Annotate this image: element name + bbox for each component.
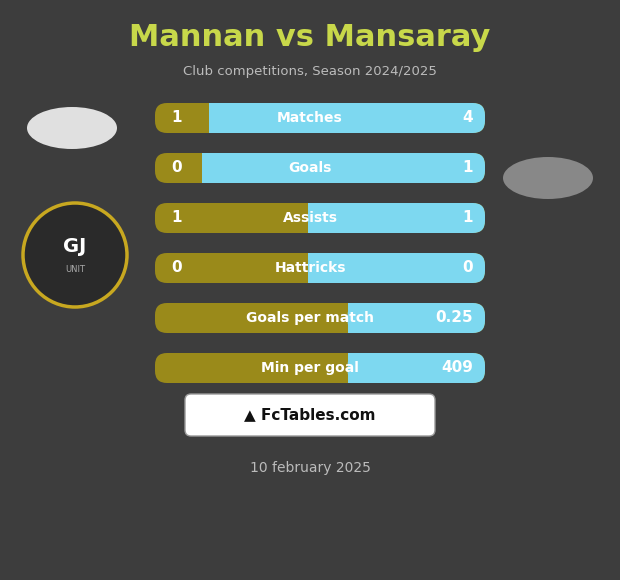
Text: 0: 0 (171, 161, 182, 176)
Text: 0: 0 (171, 260, 182, 276)
Text: GJ: GJ (63, 237, 87, 256)
FancyBboxPatch shape (155, 103, 485, 133)
FancyBboxPatch shape (185, 394, 435, 436)
Ellipse shape (503, 157, 593, 199)
Text: 1: 1 (171, 211, 182, 226)
Ellipse shape (27, 107, 117, 149)
Text: Goals: Goals (288, 161, 332, 175)
Bar (308, 253, 320, 283)
Bar (202, 153, 215, 183)
FancyBboxPatch shape (348, 303, 485, 333)
Text: 4: 4 (463, 111, 473, 125)
Text: ▲ FcTables.com: ▲ FcTables.com (244, 408, 376, 422)
Bar (308, 203, 320, 233)
Bar (348, 303, 360, 333)
Text: UNIT: UNIT (65, 264, 85, 274)
Text: Min per goal: Min per goal (261, 361, 359, 375)
Bar (209, 103, 221, 133)
FancyBboxPatch shape (209, 103, 485, 133)
FancyBboxPatch shape (155, 303, 485, 333)
FancyBboxPatch shape (155, 153, 485, 183)
Text: 10 february 2025: 10 february 2025 (250, 461, 370, 475)
Text: Matches: Matches (277, 111, 343, 125)
Bar (348, 353, 360, 383)
Text: Mannan vs Mansaray: Mannan vs Mansaray (130, 24, 490, 53)
Text: Hattricks: Hattricks (275, 261, 346, 275)
FancyBboxPatch shape (308, 253, 485, 283)
FancyBboxPatch shape (155, 253, 485, 283)
Text: 1: 1 (463, 161, 473, 176)
Text: 1: 1 (171, 111, 182, 125)
Circle shape (23, 203, 127, 307)
Text: 0.25: 0.25 (435, 310, 473, 325)
FancyBboxPatch shape (155, 353, 485, 383)
FancyBboxPatch shape (202, 153, 485, 183)
Text: 409: 409 (441, 361, 473, 375)
FancyBboxPatch shape (155, 203, 485, 233)
FancyBboxPatch shape (308, 203, 485, 233)
FancyBboxPatch shape (348, 353, 485, 383)
Text: 1: 1 (463, 211, 473, 226)
Text: Assists: Assists (283, 211, 338, 225)
Text: Club competitions, Season 2024/2025: Club competitions, Season 2024/2025 (183, 66, 437, 78)
Text: 0: 0 (463, 260, 473, 276)
Text: Goals per match: Goals per match (246, 311, 374, 325)
